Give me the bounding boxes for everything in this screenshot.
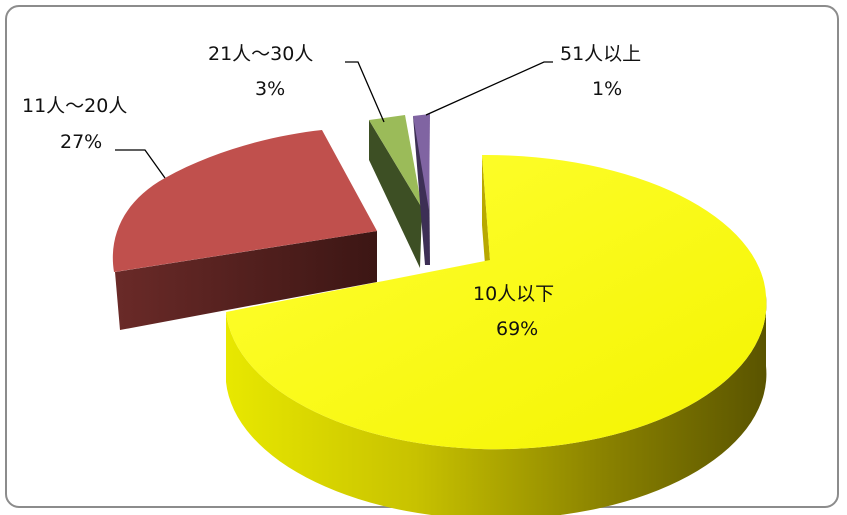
slice-side-yellow	[226, 296, 767, 515]
slice-top-red	[112, 130, 378, 272]
slice-side-green	[369, 120, 422, 268]
label-percent-21-to-30: 3%	[255, 78, 285, 100]
leader-line-21-to-30	[345, 61, 385, 123]
slice-top-purple	[413, 114, 430, 210]
pie-slice-10-or-fewer	[226, 154, 767, 515]
pie-slice-11-to-20	[112, 130, 378, 330]
label-name-10-or-fewer: 10人以下	[473, 283, 554, 305]
pie-slice-21-to-30	[369, 115, 422, 268]
slice-top-yellow	[226, 154, 767, 450]
label-name-51-plus: 51人以上	[560, 43, 641, 65]
leader-line-11-to-20	[115, 149, 166, 179]
label-name-11-to-20: 11人～20人	[22, 95, 127, 117]
slice-side-red	[115, 231, 377, 330]
label-percent-11-to-20: 27%	[60, 131, 102, 153]
label-name-21-to-30: 21人～30人	[208, 43, 313, 65]
label-percent-10-or-fewer: 69%	[496, 318, 538, 340]
slice-top-green	[369, 115, 422, 208]
pie-slice-51-plus	[413, 114, 430, 265]
label-percent-51-plus: 1%	[592, 78, 622, 100]
leader-line-51-plus	[425, 61, 553, 116]
